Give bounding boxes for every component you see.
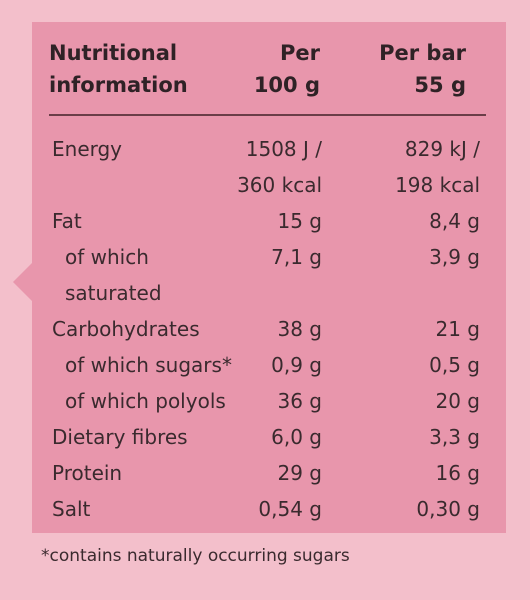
row-label: Fat	[52, 209, 82, 233]
row-polyols: of which polyols 36 g 20 g	[0, 383, 530, 419]
row-energy-kcal: 360 kcal 198 kcal	[0, 167, 530, 203]
header-per-bar: Per bar 55 g	[379, 41, 466, 97]
row-label: Dietary fibres	[52, 425, 188, 449]
header-nutritional-information: Nutritional information	[49, 41, 188, 97]
footnote: *contains naturally occurring sugars	[41, 546, 350, 566]
row-label: Carbohydrates	[52, 317, 200, 341]
row-saturated-cont: saturated	[0, 275, 530, 311]
row-per100: 15 g	[277, 209, 322, 233]
nutrition-card	[32, 22, 506, 533]
row-per100: 1508 J /	[245, 137, 322, 161]
row-per100: 6,0 g	[271, 425, 322, 449]
row-per100: 38 g	[277, 317, 322, 341]
row-protein: Protein 29 g 16 g	[0, 455, 530, 491]
row-perbar: 3,3 g	[429, 425, 480, 449]
row-label: Energy	[52, 137, 123, 161]
row-label: of which sugars*	[65, 353, 232, 377]
row-label: Protein	[52, 461, 123, 485]
row-perbar: 829 kJ /	[404, 137, 480, 161]
row-carbohydrates: Carbohydrates 38 g 21 g	[0, 311, 530, 347]
row-perbar: 0,30 g	[416, 497, 480, 521]
row-perbar: 21 g	[435, 317, 480, 341]
row-label: saturated	[65, 281, 162, 305]
row-perbar: 0,5 g	[429, 353, 480, 377]
card-pointer	[13, 263, 32, 301]
row-perbar: 8,4 g	[429, 209, 480, 233]
row-dietary-fibres: Dietary fibres 6,0 g 3,3 g	[0, 419, 530, 455]
row-saturated: of which 7,1 g 3,9 g	[0, 239, 530, 275]
row-per100: 7,1 g	[271, 245, 322, 269]
header-divider	[49, 114, 486, 116]
row-per100: 0,9 g	[271, 353, 322, 377]
row-per100: 29 g	[277, 461, 322, 485]
row-perbar: 198 kcal	[395, 173, 480, 197]
header-per-100g: Per 100 g	[253, 41, 320, 97]
row-salt: Salt 0,54 g 0,30 g	[0, 491, 530, 527]
row-energy: Energy 1508 J / 829 kJ /	[0, 131, 530, 167]
row-fat: Fat 15 g 8,4 g	[0, 203, 530, 239]
row-perbar: 3,9 g	[429, 245, 480, 269]
row-label: of which polyols	[65, 389, 226, 413]
row-per100: 360 kcal	[237, 173, 322, 197]
row-per100: 36 g	[277, 389, 322, 413]
row-label: of which	[65, 245, 149, 269]
row-perbar: 16 g	[435, 461, 480, 485]
row-perbar: 20 g	[435, 389, 480, 413]
row-label: Salt	[52, 497, 91, 521]
row-per100: 0,54 g	[258, 497, 322, 521]
row-sugars: of which sugars* 0,9 g 0,5 g	[0, 347, 530, 383]
